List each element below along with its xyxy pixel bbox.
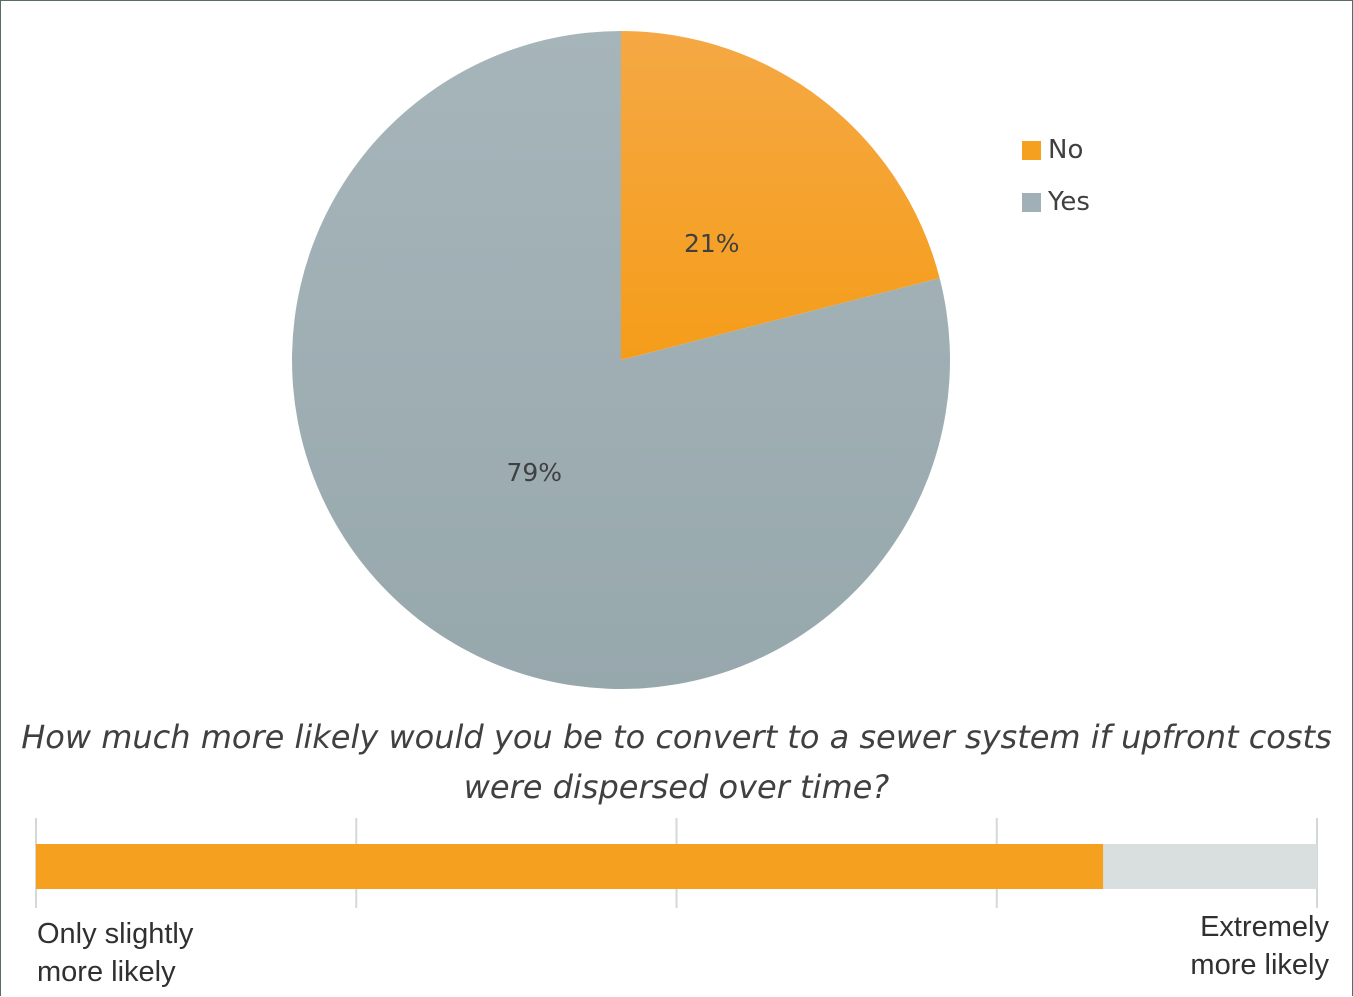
pie-slice-yes <box>292 31 951 690</box>
pie-chart: 21% 79% <box>292 31 951 690</box>
pie-label-no: 21% <box>684 229 740 258</box>
legend-item-no: No <box>1022 124 1090 176</box>
likelihood-scale <box>35 818 1318 908</box>
legend-item-yes: Yes <box>1022 176 1090 228</box>
legend: No Yes <box>1022 124 1090 228</box>
legend-label-no: No <box>1048 135 1084 165</box>
scale-min-label: Only slightly more likely <box>37 915 193 991</box>
scale-min-label-line-2: more likely <box>37 956 176 988</box>
scale-max-label-line-2: more likely <box>1190 949 1329 981</box>
scale-max-label-line-1: Extremely <box>1200 911 1329 943</box>
legend-swatch-no <box>1022 140 1041 160</box>
pie-slice-no <box>621 31 940 360</box>
scale-max-label: Extremely more likely <box>1190 908 1329 984</box>
pie-label-yes: 79% <box>507 458 563 487</box>
legend-label-yes: Yes <box>1048 187 1090 217</box>
scale-min-label-line-1: Only slightly <box>37 918 194 950</box>
legend-swatch-yes <box>1022 192 1041 212</box>
scale-fill-bar <box>36 844 1104 889</box>
question-title: How much more likely would you be to con… <box>21 718 1332 806</box>
